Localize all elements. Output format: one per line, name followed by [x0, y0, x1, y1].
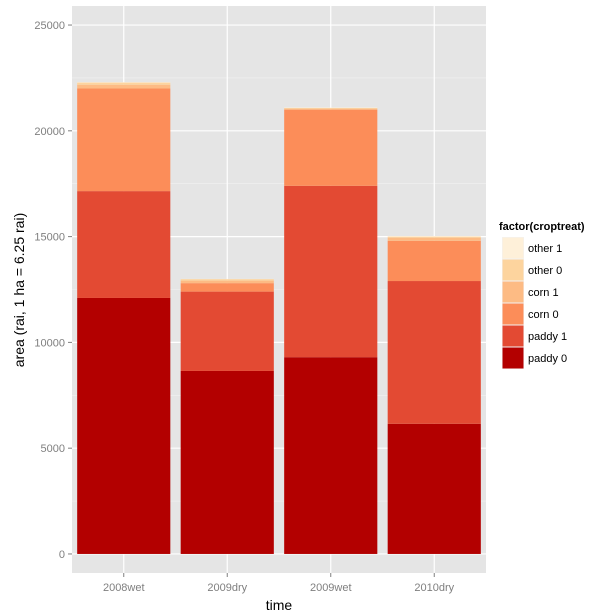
y-tick-label: 5000 — [41, 443, 65, 455]
bar-segment — [387, 240, 481, 282]
x-tick-label: 2009dry — [207, 582, 247, 594]
legend-item: corn 1 — [502, 281, 559, 303]
bar-segment — [180, 370, 274, 554]
bar-segment — [180, 280, 274, 284]
y-tick-label: 15000 — [34, 232, 65, 244]
legend-label: corn 0 — [528, 309, 559, 321]
legend-swatch — [502, 281, 524, 303]
legend-swatch — [502, 259, 524, 281]
legend-item: paddy 0 — [502, 347, 567, 369]
x-tick-label: 2010dry — [414, 582, 454, 594]
bar-segment — [180, 283, 274, 292]
y-axis-title: area (rai, 1 ha = 6.25 rai) — [11, 213, 27, 367]
y-tick-label: 20000 — [34, 126, 65, 138]
y-tick-label: 25000 — [34, 20, 65, 32]
legend-swatch — [502, 237, 524, 259]
bar-segment — [387, 237, 481, 241]
bar-stack-2009wet — [284, 107, 378, 554]
legend-item: corn 0 — [502, 303, 559, 325]
legend-swatch — [502, 347, 524, 369]
bar-segment — [77, 297, 171, 554]
x-axis-title: time — [266, 597, 293, 613]
bar-segment — [284, 109, 378, 186]
legend-swatch — [502, 325, 524, 347]
x-tick-label: 2009wet — [310, 582, 352, 594]
legend-label: paddy 1 — [528, 331, 567, 343]
bar-segment — [284, 108, 378, 110]
bar-stack-2010dry — [387, 236, 481, 554]
bar-segment — [77, 88, 171, 192]
legend-label: corn 1 — [528, 287, 559, 299]
y-axis: 0 5000 10000 15000 20000 25000 — [34, 20, 72, 561]
bar-stack-2008wet — [77, 82, 171, 554]
y-tick-label: 10000 — [34, 337, 65, 349]
x-axis: 2008wet 2009dry 2009wet 2010dry — [103, 573, 455, 594]
legend-title: factor(croptreat) — [499, 221, 585, 233]
legend: factor(croptreat) other 1 other 0 corn 1 co… — [499, 221, 585, 369]
legend-label: other 0 — [528, 265, 562, 277]
legend-item: other 0 — [502, 259, 562, 281]
y-tick-label: 0 — [59, 549, 65, 561]
bar-segment — [77, 84, 171, 89]
bar-segment — [387, 236, 481, 238]
legend-item: other 1 — [502, 237, 562, 259]
legend-label: other 1 — [528, 243, 562, 255]
bar-segment — [284, 107, 378, 109]
bar-stacks — [77, 82, 481, 554]
bar-stack-2009dry — [180, 278, 274, 554]
legend-swatch — [502, 303, 524, 325]
bar-segment — [180, 279, 274, 281]
bar-segment — [284, 185, 378, 358]
bar-segment — [387, 423, 481, 554]
bar-segment — [77, 82, 171, 85]
legend-item: paddy 1 — [502, 325, 567, 347]
x-tick-label: 2008wet — [103, 582, 145, 594]
bar-segment — [284, 357, 378, 554]
bar-segment — [77, 191, 171, 298]
legend-label: paddy 0 — [528, 353, 567, 365]
bar-segment — [180, 291, 274, 371]
bar-segment — [387, 281, 481, 424]
